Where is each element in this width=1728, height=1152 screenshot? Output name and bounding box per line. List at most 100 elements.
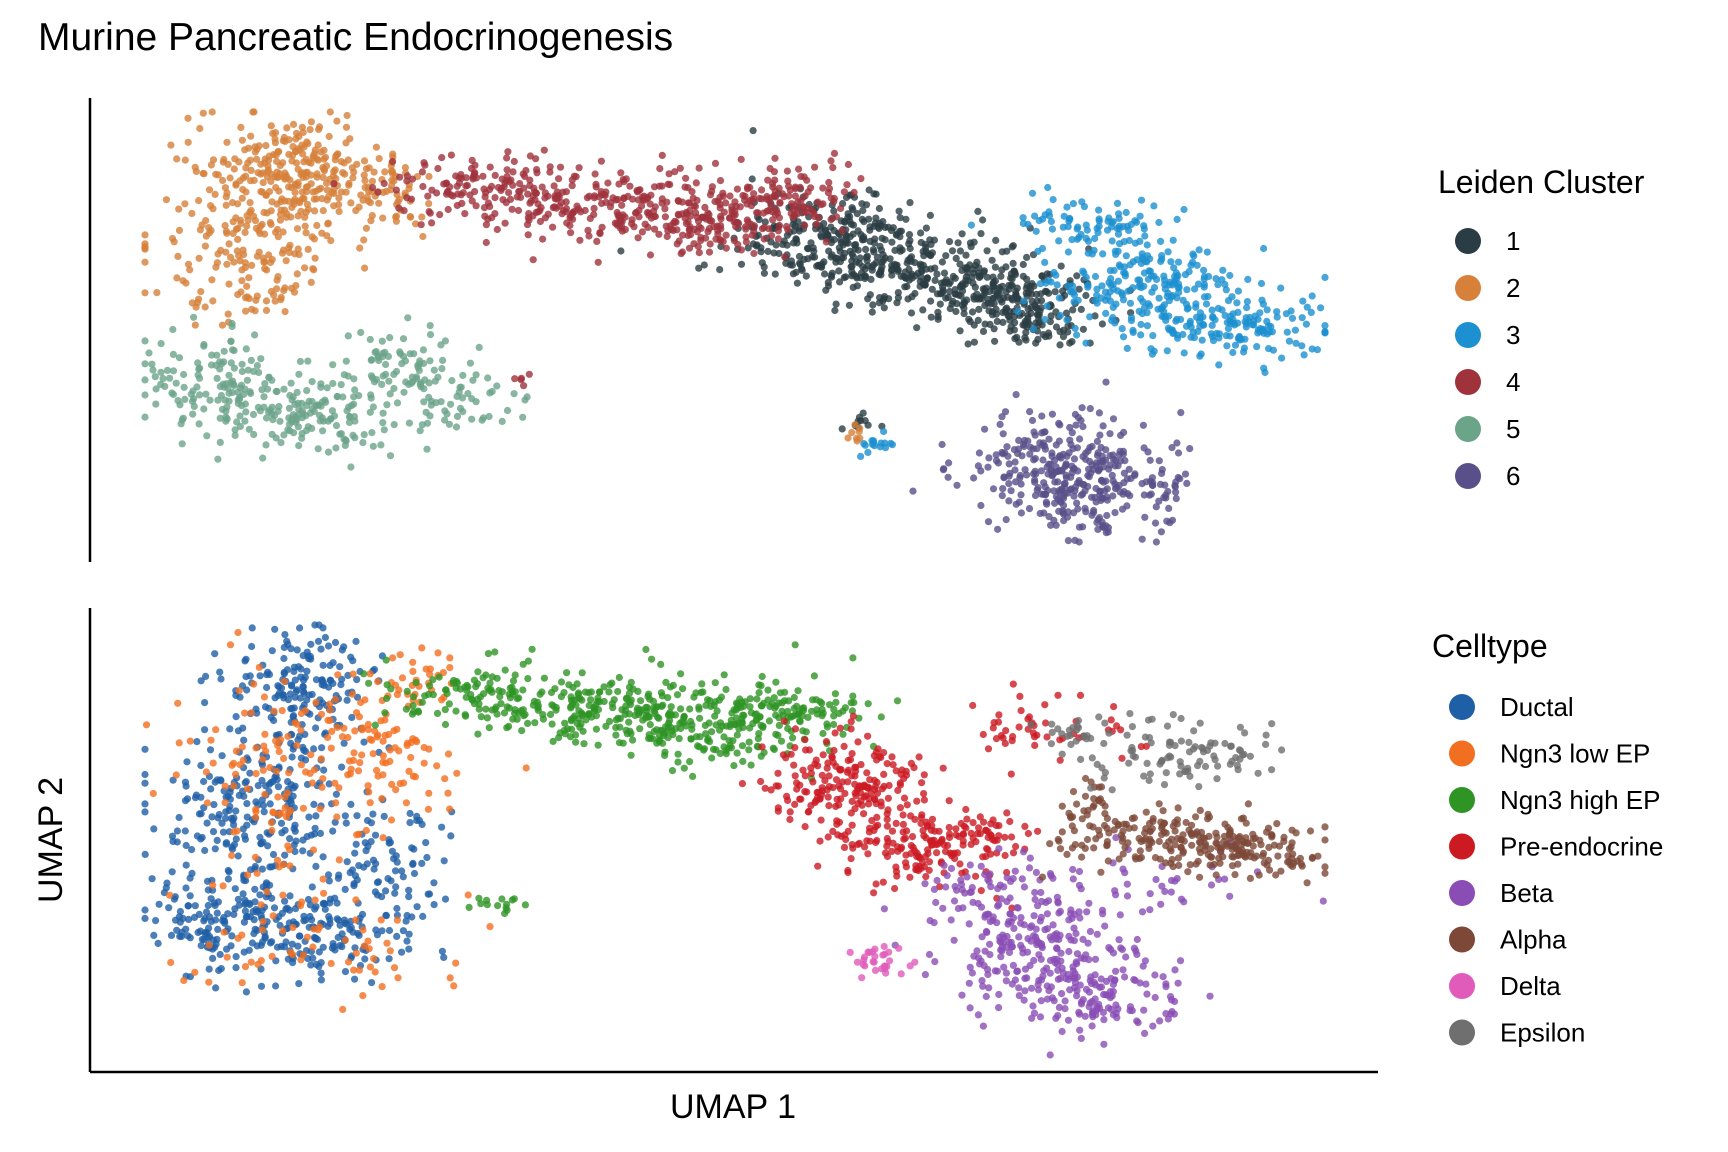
- point-pre-endocrine: [946, 849, 954, 857]
- point-ductal: [305, 655, 313, 663]
- point-ductal: [283, 637, 291, 645]
- point-5: [378, 380, 386, 388]
- point-ngn3-low-ep: [383, 939, 391, 947]
- point-ngn3-low-ep: [289, 923, 297, 932]
- point-ngn3-high-ep: [794, 687, 802, 695]
- point-2: [237, 123, 245, 131]
- point-2: [321, 153, 330, 161]
- point-6: [1040, 428, 1048, 436]
- point-6: [1079, 453, 1087, 461]
- point-6: [1139, 421, 1147, 429]
- point-6: [1138, 480, 1146, 488]
- point-ngn3-low-ep: [247, 709, 255, 717]
- point-4: [742, 233, 750, 241]
- point-1: [896, 244, 904, 252]
- point-1: [956, 327, 964, 335]
- point-3: [1031, 212, 1039, 220]
- point-ductal: [257, 982, 266, 990]
- point-2: [263, 266, 271, 274]
- point-6: [1109, 451, 1117, 459]
- point-5: [289, 411, 297, 419]
- point-ngn3-low-ep: [379, 737, 387, 745]
- point-ngn3-high-ep: [745, 738, 753, 746]
- point-5: [262, 441, 270, 449]
- point-3: [1200, 266, 1208, 274]
- point-5: [468, 395, 476, 403]
- point-pre-endocrine: [980, 818, 988, 826]
- point-ngn3-low-ep: [332, 695, 340, 704]
- point-4: [593, 237, 601, 245]
- point-ductal: [291, 782, 299, 790]
- point-4: [576, 236, 584, 244]
- point-ductal: [317, 969, 325, 977]
- point-5: [438, 365, 446, 373]
- point-ductal: [369, 856, 378, 864]
- point-6: [1079, 423, 1087, 431]
- point-ngn3-high-ep: [637, 697, 645, 705]
- point-ngn3-low-ep: [280, 677, 288, 686]
- point-2: [234, 235, 242, 243]
- point-ductal: [169, 776, 177, 784]
- point-4: [436, 211, 444, 219]
- point-4: [407, 195, 416, 203]
- point-ngn3-low-ep: [348, 690, 356, 698]
- point-2: [310, 266, 318, 274]
- point-6: [994, 459, 1003, 467]
- point-6: [1005, 497, 1013, 505]
- point-2: [188, 209, 196, 218]
- point-ngn3-low-ep: [446, 654, 454, 662]
- point-2: [276, 216, 284, 224]
- point-ductal: [260, 808, 268, 816]
- point-3: [1147, 345, 1155, 353]
- point-4: [583, 194, 592, 202]
- point-ngn3-low-ep: [263, 888, 271, 896]
- point-ductal: [202, 672, 210, 681]
- point-3: [1204, 292, 1212, 301]
- point-1: [847, 263, 855, 271]
- point-ngn3-low-ep: [334, 671, 342, 679]
- point-2: [257, 170, 265, 178]
- point-ductal: [336, 663, 344, 671]
- point-ngn3-low-ep: [335, 856, 343, 864]
- point-3: [1208, 306, 1216, 314]
- point-6: [1066, 423, 1074, 432]
- point-4: [825, 178, 833, 187]
- point-ngn3-low-ep: [312, 698, 320, 707]
- point-6: [1055, 467, 1064, 475]
- point-ductal: [406, 819, 414, 827]
- point-5: [178, 440, 186, 448]
- point-6: [1031, 491, 1040, 500]
- point-2: [328, 188, 336, 197]
- point-4: [540, 146, 548, 154]
- point-2: [293, 129, 301, 137]
- point-ngn3-high-ep: [673, 691, 682, 699]
- point-2: [361, 183, 369, 192]
- point-ngn3-low-ep: [369, 750, 377, 758]
- point-ductal: [169, 837, 177, 846]
- point-ngn3-high-ep: [747, 761, 755, 769]
- bottom-scatter-points: [141, 621, 1329, 1059]
- point-ngn3-high-ep: [501, 909, 509, 918]
- point-4: [484, 199, 492, 207]
- point-5: [521, 396, 529, 404]
- point-ductal: [438, 947, 446, 955]
- point-ngn3-low-ep: [370, 955, 378, 963]
- point-6: [989, 485, 998, 493]
- point-ductal: [197, 761, 205, 770]
- point-ductal: [258, 761, 267, 769]
- point-ngn3-low-ep: [452, 959, 460, 967]
- point-5: [260, 393, 268, 401]
- point-1: [760, 269, 769, 277]
- point-4: [782, 222, 791, 231]
- legend-marker-6: [1455, 463, 1481, 489]
- point-3: [1260, 364, 1268, 372]
- point-ductal: [188, 869, 196, 878]
- point-2: [262, 297, 271, 305]
- point-6: [1026, 443, 1034, 451]
- point-pre-endocrine: [919, 826, 927, 835]
- point-ngn3-low-ep: [252, 813, 260, 822]
- point-3: [1235, 332, 1243, 341]
- point-2: [290, 288, 299, 296]
- point-2: [368, 177, 376, 185]
- point-ductal: [399, 927, 407, 935]
